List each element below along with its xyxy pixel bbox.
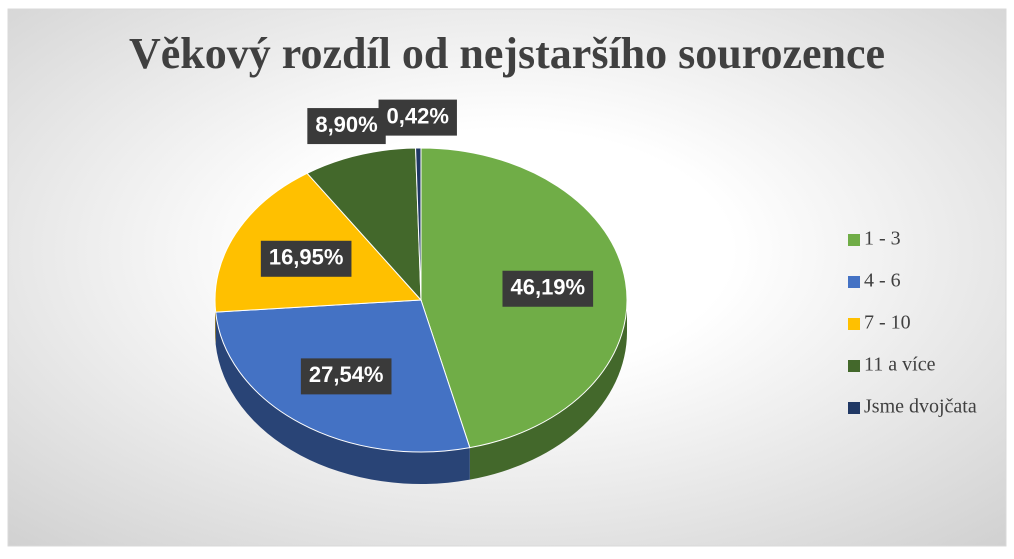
legend-swatch [848,360,860,372]
legend-swatch [848,234,860,246]
legend-label: 7 - 10 [864,312,911,334]
data-label-box [502,270,594,307]
data-label: 27,54% [309,362,384,387]
data-label-box [260,240,352,277]
slice-side [215,312,470,484]
legend-swatch [848,402,860,414]
data-label-box [307,108,386,145]
legend-label: 11 a více [864,354,936,376]
chart-title: Věkový rozdíl od nejstaršího sourozence [129,29,885,78]
slice [306,147,422,302]
data-label-box [300,358,392,395]
data-label: 16,95% [269,245,344,270]
legend-swatch [848,318,860,330]
legend-label: 1 - 3 [864,228,901,250]
data-label: 46,19% [510,275,585,300]
slice-side [469,300,627,480]
slice [415,147,422,301]
legend-label: Jsme dvojčata [864,396,977,418]
data-label: 0,42% [387,103,449,128]
data-label: 8,90% [315,112,377,137]
data-label-box [378,99,457,136]
legend-swatch [848,276,860,288]
legend-label: 4 - 6 [864,270,901,292]
